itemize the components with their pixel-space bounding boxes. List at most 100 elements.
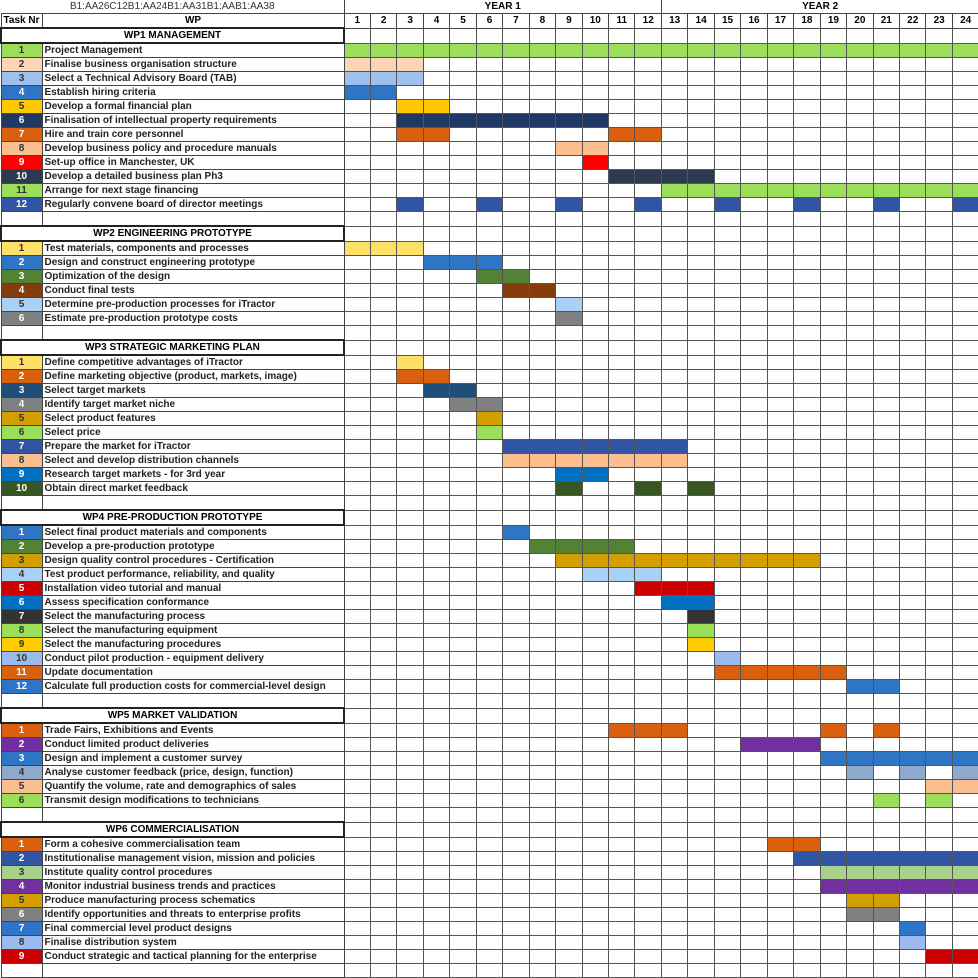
month-cell[interactable]	[713, 737, 742, 752]
month-cell[interactable]	[687, 963, 715, 978]
task-name[interactable]: Design quality control procedures - Cert…	[41, 553, 345, 568]
gantt-bar-cell[interactable]	[872, 679, 901, 694]
month-cell[interactable]	[502, 637, 530, 652]
month-cell[interactable]	[555, 807, 583, 823]
month-cell[interactable]	[369, 524, 398, 540]
month-cell[interactable]	[528, 85, 557, 100]
gantt-bar-cell[interactable]	[740, 737, 768, 752]
month-cell[interactable]	[846, 509, 874, 526]
month-cell[interactable]	[449, 722, 477, 738]
month-cell[interactable]	[369, 354, 398, 370]
month-cell[interactable]	[819, 949, 848, 964]
month-cell[interactable]	[766, 325, 795, 341]
month-cell[interactable]	[793, 383, 821, 398]
month-cell[interactable]	[555, 524, 583, 540]
month-cell[interactable]	[846, 311, 874, 326]
month-cell[interactable]	[502, 297, 530, 312]
month-cell[interactable]	[687, 99, 715, 114]
month-cell[interactable]	[422, 851, 451, 866]
month-cell[interactable]	[343, 793, 371, 808]
month-cell[interactable]	[713, 637, 742, 652]
month-cell[interactable]	[555, 85, 583, 100]
month-cell[interactable]	[899, 169, 927, 184]
month-cell[interactable]	[872, 283, 901, 298]
month-cell[interactable]	[555, 369, 583, 384]
month-cell[interactable]	[793, 354, 821, 370]
month-cell[interactable]	[449, 183, 477, 198]
month-cell[interactable]	[793, 893, 821, 908]
month-cell[interactable]	[925, 127, 953, 142]
month-cell[interactable]	[449, 283, 477, 298]
task-name[interactable]: Finalisation of intellectual property re…	[41, 113, 345, 128]
month-cell[interactable]	[634, 397, 662, 412]
month-cell[interactable]	[343, 183, 371, 198]
gantt-bar-cell[interactable]	[475, 425, 504, 440]
month-cell[interactable]	[846, 737, 874, 752]
month-cell[interactable]	[951, 71, 978, 86]
month-cell[interactable]	[555, 609, 583, 624]
month-cell[interactable]	[528, 127, 557, 142]
month-cell[interactable]	[713, 751, 742, 766]
month-cell[interactable]	[475, 921, 504, 936]
month-cell[interactable]	[687, 57, 715, 72]
month-cell[interactable]	[555, 623, 583, 638]
month-cell[interactable]	[687, 71, 715, 86]
month-cell[interactable]	[951, 665, 978, 680]
month-cell[interactable]	[475, 225, 504, 242]
month-cell[interactable]	[555, 581, 583, 596]
month-cell[interactable]	[846, 963, 874, 978]
gantt-bar-cell[interactable]	[396, 127, 424, 142]
month-cell[interactable]	[951, 581, 978, 596]
month-cell[interactable]	[793, 524, 821, 540]
month-cell[interactable]	[951, 425, 978, 440]
month-cell[interactable]	[634, 99, 662, 114]
month-cell[interactable]	[872, 155, 901, 170]
task-name[interactable]: Select and develop distribution channels	[41, 453, 345, 468]
month-cell[interactable]	[793, 425, 821, 440]
month-cell[interactable]	[819, 779, 848, 794]
month-cell[interactable]	[899, 85, 927, 100]
month-cell[interactable]	[740, 283, 768, 298]
month-cell[interactable]	[369, 793, 398, 808]
month-cell[interactable]	[422, 907, 451, 922]
month-cell[interactable]	[343, 637, 371, 652]
month-cell[interactable]	[925, 27, 953, 44]
month-cell[interactable]	[951, 921, 978, 936]
gantt-bar-cell[interactable]	[502, 439, 530, 454]
month-cell[interactable]	[369, 722, 398, 738]
month-cell[interactable]	[925, 807, 953, 823]
month-cell[interactable]	[475, 481, 504, 496]
month-cell[interactable]	[872, 595, 901, 610]
month-cell[interactable]	[793, 99, 821, 114]
month-cell[interactable]	[581, 807, 610, 823]
month-cell[interactable]	[872, 311, 901, 326]
month-cell[interactable]	[343, 865, 371, 880]
month-cell[interactable]	[793, 539, 821, 554]
gantt-bar-cell[interactable]	[925, 183, 953, 198]
blank-cell[interactable]	[41, 807, 345, 823]
month-cell[interactable]	[793, 57, 821, 72]
month-cell[interactable]	[713, 865, 742, 880]
month-cell[interactable]	[555, 495, 583, 511]
month-cell[interactable]	[660, 141, 689, 156]
month-cell[interactable]	[608, 211, 636, 227]
month-cell[interactable]	[687, 693, 715, 709]
month-cell[interactable]	[766, 581, 795, 596]
gantt-bar-cell[interactable]	[555, 42, 583, 58]
month-cell[interactable]	[660, 665, 689, 680]
gantt-bar-cell[interactable]	[925, 779, 953, 794]
month-cell[interactable]	[634, 524, 662, 540]
month-cell[interactable]	[899, 793, 927, 808]
month-cell[interactable]	[555, 57, 583, 72]
month-cell[interactable]	[951, 481, 978, 496]
month-cell[interactable]	[581, 524, 610, 540]
month-cell[interactable]	[475, 325, 504, 341]
month-cell[interactable]	[608, 339, 636, 356]
month-cell[interactable]	[396, 665, 424, 680]
gantt-bar-cell[interactable]	[660, 595, 689, 610]
month-cell[interactable]	[846, 821, 874, 838]
month-cell[interactable]	[475, 907, 504, 922]
month-cell[interactable]	[343, 127, 371, 142]
gantt-bar-cell[interactable]	[528, 113, 557, 128]
month-cell[interactable]	[343, 141, 371, 156]
